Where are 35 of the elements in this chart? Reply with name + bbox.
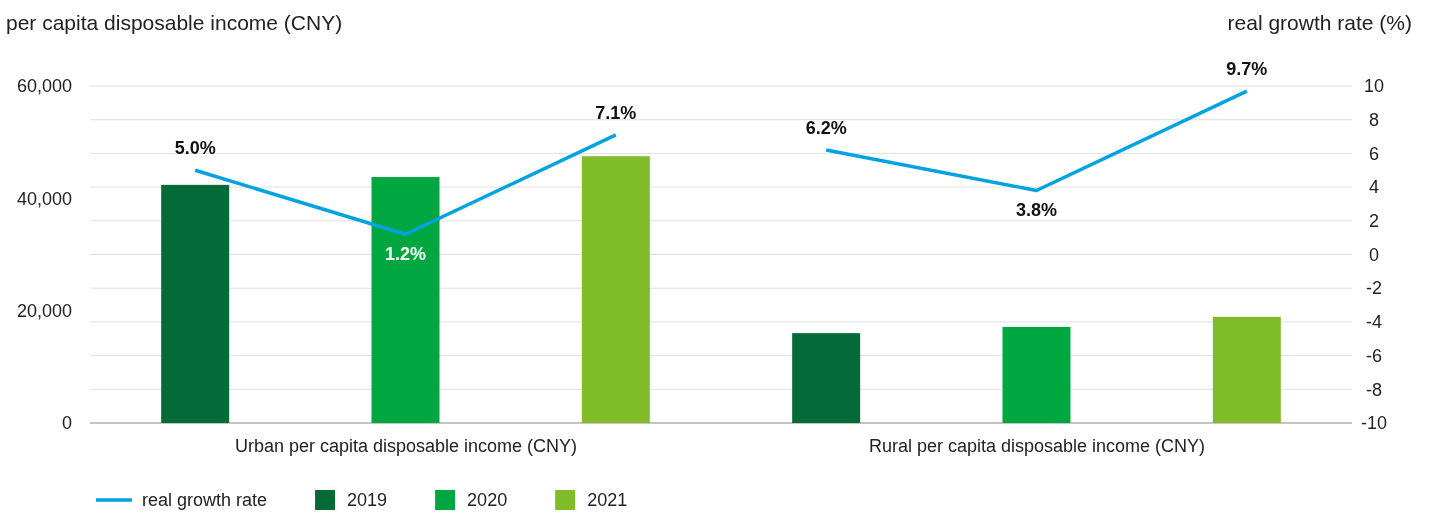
- data-label: 9.7%: [1226, 59, 1268, 80]
- y-tick-label: 60,000: [16, 76, 72, 97]
- y2-tick-label: -2: [1365, 278, 1383, 299]
- legend-label: 2021: [587, 490, 628, 510]
- data-label: 3.8%: [1015, 200, 1058, 221]
- y2-tick-label: -6: [1365, 345, 1383, 366]
- data-label: 6.2%: [805, 118, 847, 139]
- legend-label: 2020: [467, 490, 508, 510]
- bar: [581, 156, 650, 423]
- y-tick-label: 40,000: [16, 188, 72, 209]
- x-tick-label: Urban per capita disposable income (CNY): [234, 435, 578, 456]
- y-tick-label: 20,000: [16, 300, 72, 321]
- bar: [161, 184, 230, 423]
- legend-label: real growth rate: [142, 490, 268, 510]
- y2-tick-label: 6: [1368, 143, 1380, 164]
- y2-tick-label: 0: [1368, 244, 1380, 265]
- legend-label: 2019: [347, 490, 388, 510]
- y-tick-label: 0: [61, 413, 72, 434]
- y2-tick-label: 4: [1368, 177, 1380, 198]
- y2-tick-label: -8: [1365, 379, 1383, 400]
- bar: [371, 176, 440, 423]
- data-label: 1.2%: [384, 244, 427, 265]
- bar: [1002, 326, 1071, 423]
- data-label: 5.0%: [174, 138, 216, 159]
- y2-tick-label: -10: [1360, 413, 1388, 434]
- bar: [792, 333, 861, 423]
- bar: [1212, 316, 1281, 423]
- x-tick-label: Rural per capita disposable income (CNY): [868, 435, 1206, 456]
- data-label: 7.1%: [595, 102, 637, 123]
- y2-axis-title: real growth rate (%): [1227, 11, 1412, 34]
- y2-tick-label: 8: [1368, 109, 1380, 130]
- y-axis-title: per capita disposable income (CNY): [6, 11, 343, 34]
- y2-tick-label: 10: [1363, 76, 1385, 97]
- y2-tick-label: -4: [1365, 312, 1383, 333]
- y2-tick-label: 2: [1368, 211, 1380, 232]
